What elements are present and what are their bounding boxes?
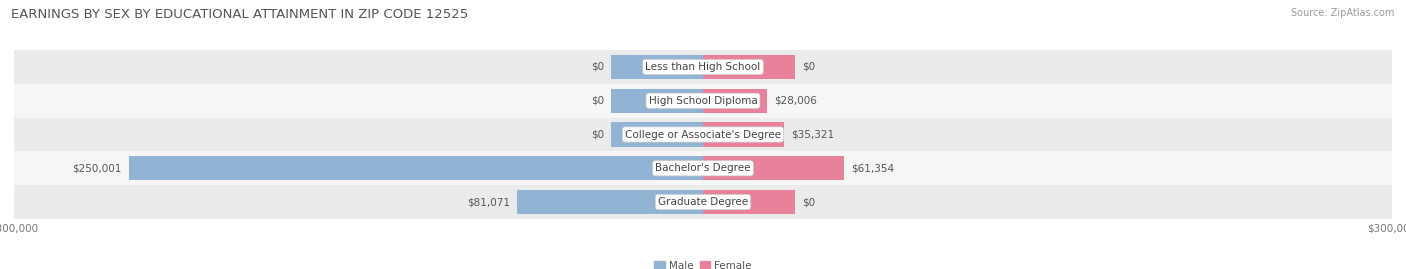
Text: Less than High School: Less than High School: [645, 62, 761, 72]
Text: EARNINGS BY SEX BY EDUCATIONAL ATTAINMENT IN ZIP CODE 12525: EARNINGS BY SEX BY EDUCATIONAL ATTAINMEN…: [11, 8, 468, 21]
Legend: Male, Female: Male, Female: [650, 257, 756, 269]
Text: $81,071: $81,071: [467, 197, 510, 207]
Text: $61,354: $61,354: [851, 163, 894, 173]
Text: $0: $0: [801, 197, 815, 207]
Bar: [612, 122, 703, 147]
Text: College or Associate's Degree: College or Associate's Degree: [626, 129, 780, 140]
Bar: [703, 156, 844, 180]
Text: $28,006: $28,006: [775, 96, 817, 106]
Bar: [129, 156, 703, 180]
Bar: [612, 55, 703, 79]
Bar: [517, 190, 703, 214]
Text: $0: $0: [591, 129, 605, 140]
Text: $0: $0: [801, 62, 815, 72]
Text: $250,001: $250,001: [73, 163, 122, 173]
Text: $0: $0: [591, 96, 605, 106]
Bar: [14, 84, 1392, 118]
Bar: [14, 151, 1392, 185]
Bar: [703, 89, 768, 113]
Bar: [703, 190, 794, 214]
Text: $0: $0: [591, 62, 605, 72]
Bar: [703, 122, 785, 147]
Bar: [14, 50, 1392, 84]
Text: High School Diploma: High School Diploma: [648, 96, 758, 106]
Text: $35,321: $35,321: [792, 129, 834, 140]
Bar: [612, 89, 703, 113]
Bar: [703, 55, 794, 79]
Bar: [14, 118, 1392, 151]
Text: Bachelor's Degree: Bachelor's Degree: [655, 163, 751, 173]
Text: Graduate Degree: Graduate Degree: [658, 197, 748, 207]
Bar: [14, 185, 1392, 219]
Text: Source: ZipAtlas.com: Source: ZipAtlas.com: [1291, 8, 1395, 18]
